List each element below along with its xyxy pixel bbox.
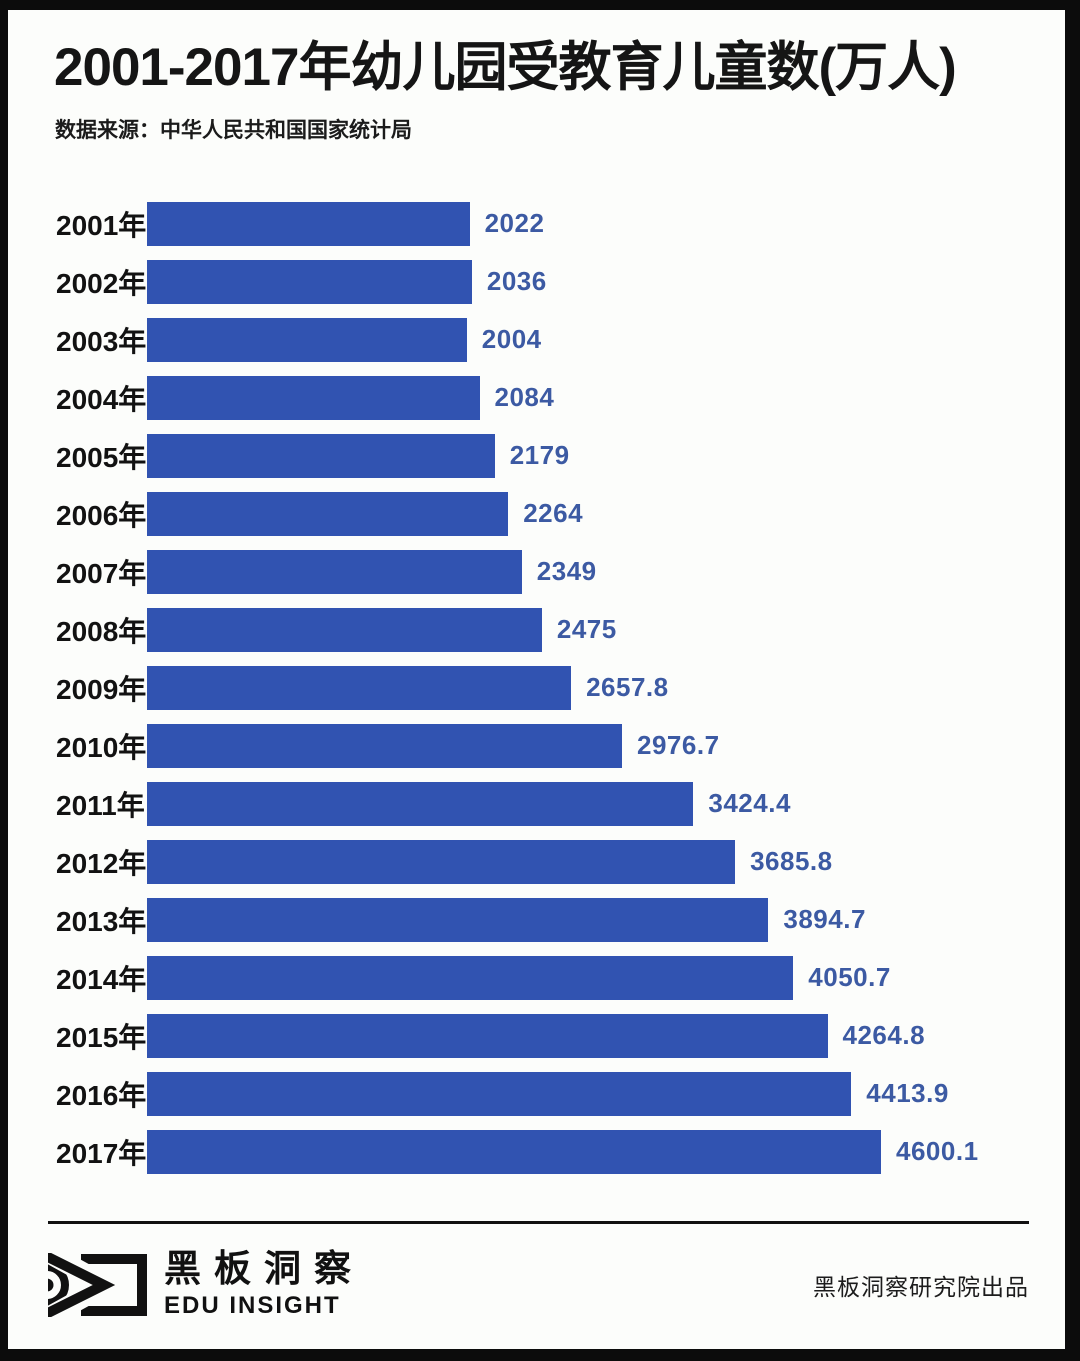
chart-row: 2012年 3685.8 [48, 833, 1029, 891]
bar-track: 2084 [147, 375, 1029, 420]
year-label: 2009年 [56, 673, 147, 705]
chart-row: 2009年 2657.8 [48, 659, 1029, 717]
value-label: 2036 [486, 266, 547, 297]
bar-track: 4050.7 [147, 955, 1029, 1000]
footer: 黑板洞察 EDU INSIGHT 黑板洞察研究院出品 [48, 1247, 1029, 1320]
chart-row: 2003年 2004 [48, 311, 1029, 369]
value-label: 4264.8 [842, 1020, 926, 1051]
bar-2003 [147, 317, 467, 362]
year-label: 2004年 [56, 383, 147, 415]
bar-2010 [147, 723, 622, 768]
bar-2006 [147, 491, 509, 536]
bar-chart: 2001年 2022 2002年 2036 2003年 2004 2004年 2084 2005… [48, 195, 1029, 1181]
data-source-label: 数据来源：中华人民共和国国家统计局 [55, 118, 412, 142]
chart-row: 2001年 2022 [48, 195, 1029, 253]
footer-divider [48, 1220, 1029, 1224]
year-label: 2013年 [56, 905, 147, 937]
bar-track: 2264 [147, 491, 1029, 536]
brand-text-block: 黑板洞察 EDU INSIGHT [164, 1247, 364, 1320]
bar-2012 [147, 839, 736, 884]
bar-2016 [147, 1071, 852, 1116]
value-label: 2349 [536, 556, 597, 587]
chart-row: 2016年 4413.9 [48, 1065, 1029, 1123]
chart-row: 2015年 4264.8 [48, 1007, 1029, 1065]
bar-track: 4600.1 [147, 1129, 1029, 1174]
year-label: 2007年 [56, 557, 147, 589]
value-label: 2004 [481, 324, 542, 355]
bar-track: 2657.8 [147, 665, 1029, 710]
bar-track: 2349 [147, 549, 1029, 594]
bar-track: 2004 [147, 317, 1029, 362]
producer-credit: 黑板洞察研究院出品 [813, 1273, 1029, 1300]
year-label: 2010年 [56, 731, 147, 763]
bar-2017 [147, 1129, 881, 1174]
value-label: 2264 [523, 498, 584, 529]
infographic-page: 2001-2017年幼儿园受教育儿童数(万人) 数据来源：中华人民共和国国家统计… [8, 10, 1065, 1349]
bar-2008 [147, 607, 542, 652]
value-label: 2022 [484, 208, 545, 239]
chart-row: 2014年 4050.7 [48, 949, 1029, 1007]
chart-row: 2002年 2036 [48, 253, 1029, 311]
bar-track: 4413.9 [147, 1071, 1029, 1116]
bar-2009 [147, 665, 572, 710]
bar-track: 3685.8 [147, 839, 1029, 884]
bar-2004 [147, 375, 480, 420]
bar-2007 [147, 549, 522, 594]
year-label: 2005年 [56, 441, 147, 473]
bar-2011 [147, 781, 694, 826]
chart-row: 2007年 2349 [48, 543, 1029, 601]
bar-track: 2179 [147, 433, 1029, 478]
brand-name-en: EDU INSIGHT [164, 1291, 341, 1319]
value-label: 4600.1 [896, 1136, 979, 1167]
brand-logo: 黑板洞察 EDU INSIGHT [48, 1247, 364, 1320]
year-label: 2006年 [56, 499, 147, 531]
value-label: 2657.8 [586, 672, 669, 703]
year-label: 2001年 [56, 209, 147, 241]
bar-2005 [147, 433, 495, 478]
value-label: 4413.9 [866, 1078, 949, 1109]
value-label: 2179 [509, 440, 570, 471]
year-label: 2003年 [56, 325, 147, 357]
eye-bracket-logo-icon [48, 1252, 147, 1317]
chart-row: 2005年 2179 [48, 427, 1029, 485]
chart-row: 2010年 2976.7 [48, 717, 1029, 775]
year-label: 2015年 [56, 1021, 147, 1053]
bar-2015 [147, 1013, 828, 1058]
chart-row: 2013年 3894.7 [48, 891, 1029, 949]
year-label: 2014年 [56, 963, 147, 995]
bar-track: 3424.4 [147, 781, 1029, 826]
bar-track: 4264.8 [147, 1013, 1029, 1058]
value-label: 3685.8 [750, 846, 833, 877]
value-label: 3894.7 [783, 904, 866, 935]
chart-row: 2008年 2475 [48, 601, 1029, 659]
bar-track: 3894.7 [147, 897, 1029, 942]
year-label: 2008年 [56, 615, 147, 647]
value-label: 2084 [494, 382, 555, 413]
brand-name-cn: 黑板洞察 [164, 1247, 364, 1289]
bar-track: 2976.7 [147, 723, 1029, 768]
bar-2002 [147, 259, 472, 304]
value-label: 3424.4 [708, 788, 791, 819]
chart-row: 2004年 2084 [48, 369, 1029, 427]
value-label: 2475 [556, 614, 617, 645]
bar-track: 2036 [147, 259, 1029, 304]
bar-2014 [147, 955, 794, 1000]
value-label: 4050.7 [808, 962, 891, 993]
bar-track: 2475 [147, 607, 1029, 652]
year-label: 2016年 [56, 1079, 147, 1111]
bar-track: 2022 [147, 201, 1029, 246]
year-label: 2002年 [56, 267, 147, 299]
bar-2013 [147, 897, 769, 942]
year-label: 2017年 [56, 1137, 147, 1169]
chart-row: 2017年 4600.1 [48, 1123, 1029, 1181]
page-title: 2001-2017年幼儿园受教育儿童数(万人) [54, 38, 957, 97]
bar-2001 [147, 201, 470, 246]
value-label: 2976.7 [637, 730, 720, 761]
year-label: 2011年 [56, 789, 145, 821]
chart-row: 2011年 3424.4 [48, 775, 1029, 833]
chart-row: 2006年 2264 [48, 485, 1029, 543]
year-label: 2012年 [56, 847, 147, 879]
